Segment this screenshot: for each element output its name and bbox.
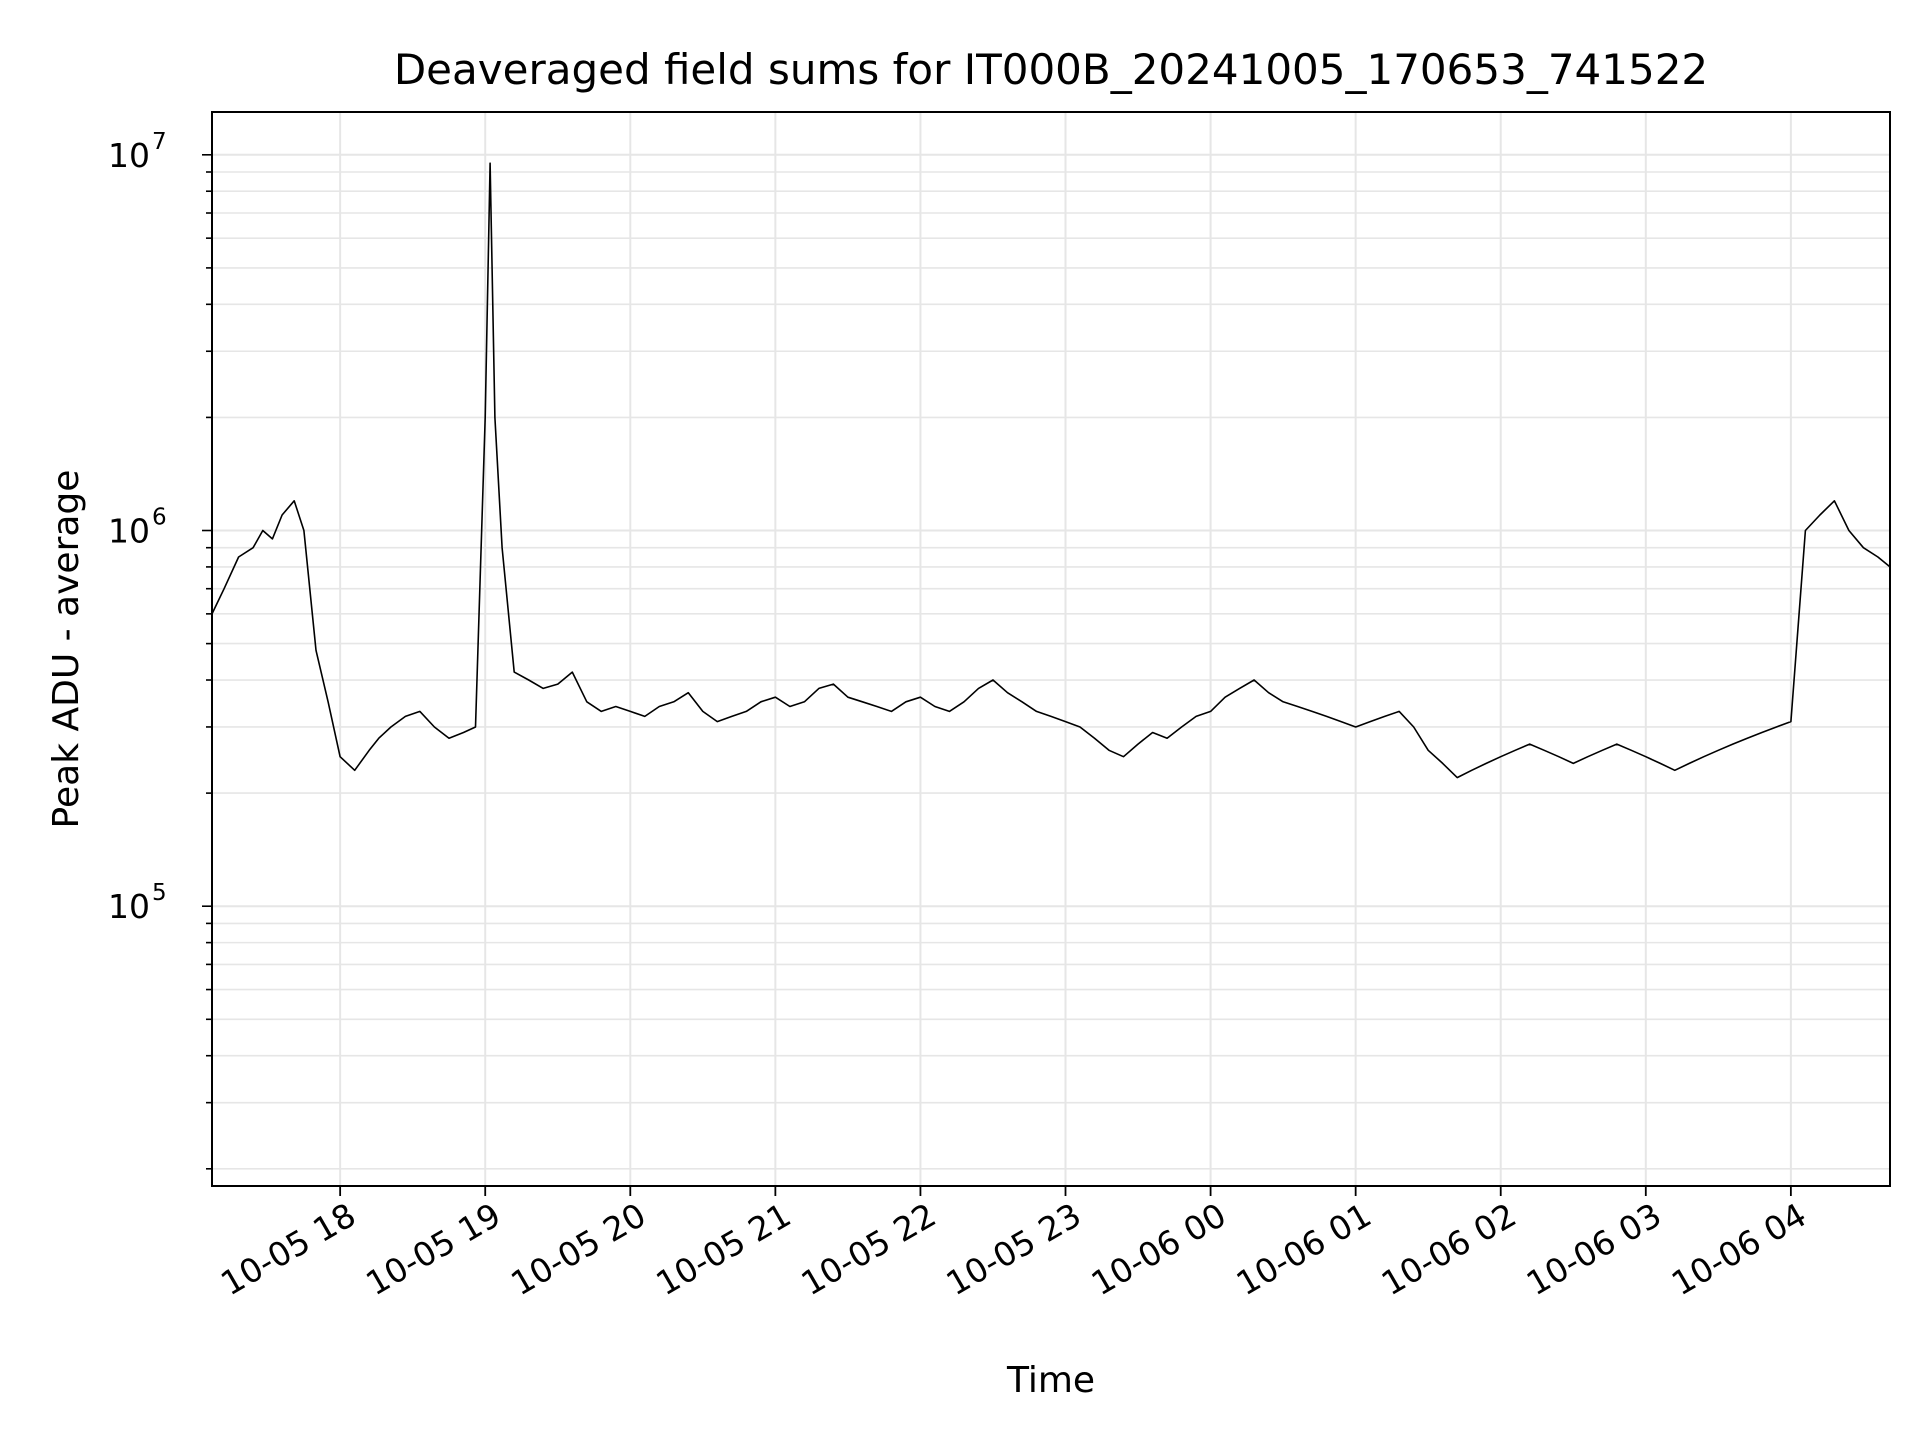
y-tick-exponent: 5 xyxy=(152,880,167,906)
y-tick-exponent: 6 xyxy=(152,505,167,531)
y-tick-exponent: 7 xyxy=(152,129,167,155)
series-line xyxy=(211,162,1891,779)
y-tick-label: 10 xyxy=(108,136,150,175)
grid-lines xyxy=(212,112,1890,1186)
series-line-group xyxy=(211,162,1891,779)
y-tick-base: 10 xyxy=(108,136,150,175)
y-tick-base: 10 xyxy=(108,887,150,926)
plot-frame xyxy=(211,111,1891,1187)
y-tick-label: 10 xyxy=(108,887,150,926)
tick-marks xyxy=(202,154,1792,1196)
x-axis-label: Time xyxy=(1006,1360,1095,1401)
y-tick-base: 10 xyxy=(108,512,150,551)
chart-title: Deaveraged field sums for IT000B_2024100… xyxy=(394,45,1708,94)
y-axis-label: Peak ADU - average xyxy=(46,470,87,829)
y-tick-label: 10 xyxy=(108,512,150,551)
